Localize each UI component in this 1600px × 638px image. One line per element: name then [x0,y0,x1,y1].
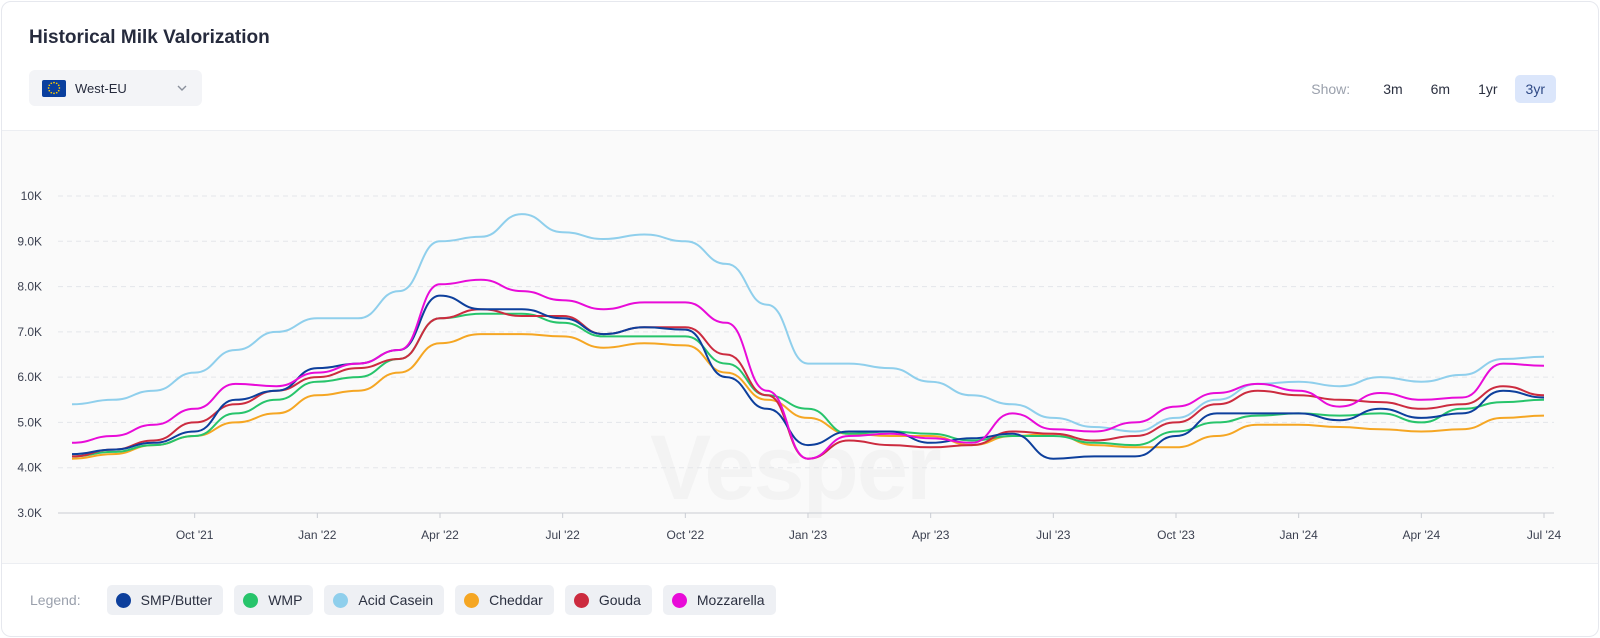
y-tick-label: 8.0K [17,280,42,294]
chart-area: Vesper 3.0K4.0K5.0K6.0K7.0K8.0K9.0K10KOc… [2,130,1598,564]
legend-dot [115,592,131,608]
legend-dot [333,592,349,608]
page-title: Historical Milk Valorization [29,27,270,48]
region-label: West-EU [75,80,127,96]
legend-item-label: Gouda [598,592,641,608]
x-tick-label: Apr '22 [421,528,459,542]
x-tick-label: Oct '21 [176,528,214,542]
series-line-smp-butter [71,294,1545,460]
y-tick-label: 3.0K [17,506,42,520]
show-label: Show: [1311,81,1351,97]
region-select[interactable]: West-EU [29,70,202,106]
x-tick-label: Apr '24 [1403,528,1441,542]
x-tick-label: Oct '23 [1157,528,1195,542]
legend-dot [573,592,589,608]
legend-dot [243,592,259,608]
legend-item-acid-casein[interactable]: Acid Casein [324,585,445,615]
series-line-acid-casein [71,213,1545,433]
x-tick-label: Jul '23 [1036,528,1071,542]
legend-item-mozzarella[interactable]: Mozzarella [662,585,776,615]
y-tick-label: 5.0K [17,415,42,429]
x-tick-label: Jan '24 [1280,528,1319,542]
legend-item-label: Mozzarella [696,592,765,608]
legend: Legend: SMP/Butter WMP Acid Casein Cheddar G… [2,564,1598,636]
legend-item-wmp[interactable]: WMP [234,585,314,615]
series-line-cheddar [71,333,1545,460]
y-tick-label: 10K [21,189,42,203]
legend-dot [671,592,687,608]
legend-item-gouda[interactable]: Gouda [564,585,652,615]
chevron-down-icon [176,81,188,99]
x-tick-label: Jan '23 [789,528,828,542]
series-line-mozzarella [71,278,1545,460]
range-3yr-button[interactable]: 3yr [1514,75,1556,103]
legend-label: Legend: [30,592,81,608]
legend-item-label: Cheddar [489,592,543,608]
legend-dot [464,592,480,608]
range-3m-button[interactable]: 3m [1383,81,1403,97]
legend-item-label: Acid Casein [358,592,434,608]
x-tick-label: Jan '22 [298,528,337,542]
range-selector: Show: 3m 6m 1yr 3yr [1311,74,1556,104]
y-tick-label: 4.0K [17,461,42,475]
range-6m-button[interactable]: 6m [1430,81,1451,97]
legend-item-label: SMP/Butter [140,592,213,608]
range-1yr-button[interactable]: 1yr [1478,81,1498,97]
x-tick-label: Apr '23 [912,528,950,542]
x-tick-label: Jul '22 [546,528,581,542]
y-tick-label: 9.0K [17,234,42,248]
legend-item-label: WMP [268,592,303,608]
x-tick-label: Oct '22 [667,528,705,542]
line-chart: 3.0K 4.0K 5.0K 6.0K 7.0K 8.0K 9.0K 10K Oct '21 Ja… [17,189,1562,542]
y-tick-label: 6.0K [17,370,42,384]
legend-item-cheddar[interactable]: Cheddar [455,585,554,615]
x-tick-label: Jul '24 [1527,528,1562,542]
legend-item-smp-butter[interactable]: SMP/Butter [106,585,224,615]
eu-flag-icon [42,79,66,97]
y-tick-label: 7.0K [17,325,42,339]
